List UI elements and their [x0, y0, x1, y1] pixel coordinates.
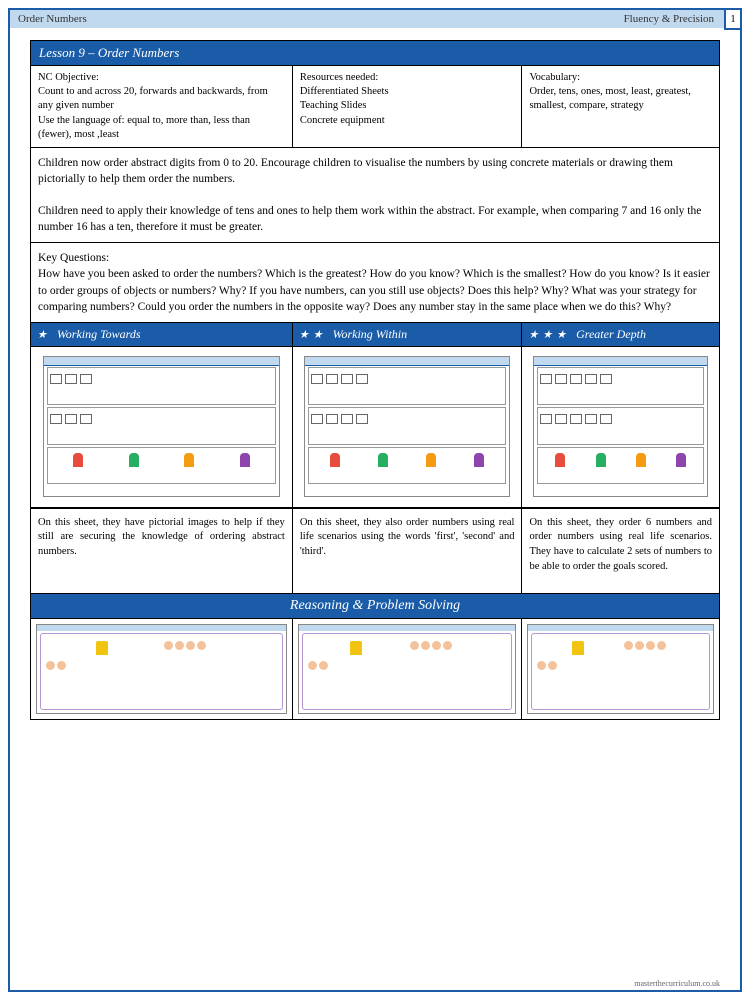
level-desc-0: On this sheet, they have pictorial image…	[31, 508, 292, 593]
reasoning-thumb-0	[31, 619, 292, 719]
page-number: 1	[724, 8, 742, 30]
star-icon: ★	[299, 328, 309, 341]
description: Children now order abstract digits from …	[31, 147, 720, 242]
level-header-1: ★★Working Within	[293, 323, 522, 346]
star-icon: ★	[313, 328, 323, 341]
header-right: Fluency & Precision	[624, 13, 714, 25]
lesson-title: Lesson 9 – Order Numbers	[31, 41, 720, 66]
reasoning-thumb-2	[522, 619, 719, 719]
header-left: Order Numbers	[18, 13, 87, 25]
header-bar: Order Numbers Fluency & Precision	[10, 10, 740, 28]
vocabulary: Vocabulary: Order, tens, ones, most, lea…	[522, 66, 720, 148]
level-header-2: ★★★Greater Depth	[522, 323, 719, 346]
nc-objective: NC Objective: Count to and across 20, fo…	[31, 66, 293, 148]
star-icon: ★	[528, 328, 538, 341]
star-icon: ★	[37, 328, 47, 341]
star-icon: ★	[556, 328, 566, 341]
reasoning-thumb-1	[293, 619, 522, 719]
level-desc-1: On this sheet, they also order numbers u…	[293, 508, 522, 593]
worksheet-thumb-0	[31, 347, 292, 507]
resources: Resources needed: Differentiated Sheets …	[292, 66, 522, 148]
footer: masterthecurriculum.co.uk	[634, 979, 720, 988]
level-desc-2: On this sheet, they order 6 numbers and …	[522, 508, 719, 593]
lesson-table: Lesson 9 – Order Numbers NC Objective: C…	[30, 40, 720, 720]
worksheet-thumb-1	[293, 347, 522, 507]
level-header-0: ★Working Towards	[31, 323, 292, 346]
reasoning-header: Reasoning & Problem Solving	[31, 593, 720, 618]
worksheet-thumb-2	[522, 347, 719, 507]
star-icon: ★	[542, 328, 552, 341]
key-questions: Key Questions: How have you been asked t…	[31, 243, 720, 322]
